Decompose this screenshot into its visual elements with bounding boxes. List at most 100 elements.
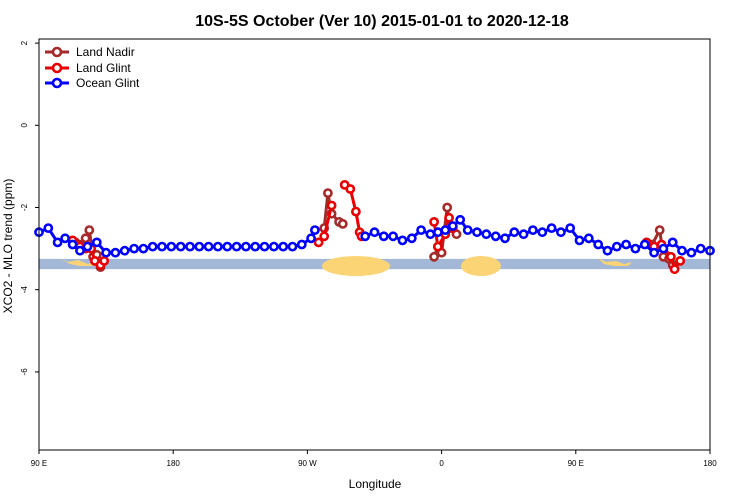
land-shapes bbox=[60, 256, 632, 276]
y-tick-label: -6 bbox=[20, 368, 29, 376]
data-point-ocean-glint bbox=[593, 239, 604, 250]
land-africa bbox=[461, 256, 501, 276]
data-point-ocean-glint bbox=[212, 241, 223, 252]
data-point-ocean-glint bbox=[602, 245, 613, 256]
x-tick-label: 180 bbox=[167, 459, 181, 468]
legend-marker-land-glint bbox=[51, 62, 63, 74]
data-point-ocean-glint bbox=[240, 241, 251, 252]
data-point-ocean-glint bbox=[222, 241, 233, 252]
data-point-ocean-glint bbox=[369, 227, 380, 238]
legend: Land Nadir Land Glint Ocean Glint bbox=[45, 45, 140, 90]
data-point-ocean-glint bbox=[639, 239, 650, 250]
legend-marker-land-nadir bbox=[51, 46, 63, 58]
data-point-land-glint bbox=[444, 212, 454, 223]
data-point-ocean-glint bbox=[583, 233, 594, 244]
data-point-ocean-glint bbox=[194, 241, 205, 252]
data-point-ocean-glint bbox=[75, 245, 85, 256]
data-point-land-glint bbox=[666, 251, 676, 262]
data-point-ocean-glint bbox=[658, 243, 669, 254]
y-tick-label: -4 bbox=[20, 286, 29, 294]
data-point-ocean-glint bbox=[472, 227, 482, 238]
data-point-land-glint bbox=[432, 241, 443, 252]
data-point-ocean-glint bbox=[185, 241, 195, 252]
y-tick-label: -2 bbox=[20, 203, 29, 211]
data-point-ocean-glint bbox=[621, 239, 631, 250]
data-point-ocean-glint bbox=[101, 247, 111, 258]
data-point-ocean-glint bbox=[695, 243, 706, 254]
land-sea-band bbox=[39, 256, 710, 276]
legend-entry-land-nadir: Land Nadir bbox=[45, 45, 135, 59]
data-point-ocean-glint bbox=[91, 237, 102, 248]
data-point-land-nadir bbox=[322, 188, 333, 198]
data-point-land-nadir bbox=[337, 218, 348, 229]
data-point-ocean-glint bbox=[546, 223, 557, 233]
data-point-land-glint bbox=[675, 255, 686, 266]
land-indonesia-west bbox=[60, 258, 96, 266]
data-point-ocean-glint bbox=[138, 243, 149, 254]
data-point-ocean-glint bbox=[278, 241, 289, 252]
data-point-ocean-glint bbox=[528, 225, 538, 235]
y-axis: 2 0 -2 -4 -6 bbox=[20, 40, 39, 375]
data-point-ocean-glint bbox=[481, 229, 492, 240]
data-point-ocean-glint bbox=[416, 225, 426, 235]
data-point-ocean-glint bbox=[565, 223, 576, 233]
data-point-land-nadir bbox=[84, 225, 95, 235]
y-tick-label: 0 bbox=[20, 123, 29, 128]
series-layer bbox=[34, 179, 715, 275]
data-point-ocean-glint bbox=[686, 247, 697, 258]
data-point-ocean-glint bbox=[250, 241, 261, 252]
series-ocean-glint bbox=[34, 214, 715, 258]
data-point-ocean-glint bbox=[667, 237, 678, 248]
data-point-ocean-glint bbox=[509, 227, 520, 238]
y-axis-label: XCO2 - MLO trend (ppm) bbox=[1, 179, 15, 314]
data-point-ocean-glint bbox=[518, 229, 529, 240]
data-point-ocean-glint bbox=[556, 227, 566, 238]
data-point-ocean-glint bbox=[500, 233, 510, 244]
x-tick-label: 0 bbox=[439, 459, 444, 468]
data-point-ocean-glint bbox=[537, 227, 548, 238]
data-point-ocean-glint bbox=[649, 247, 659, 258]
data-point-ocean-glint bbox=[67, 239, 78, 250]
data-point-land-glint bbox=[350, 206, 361, 217]
data-point-land-glint bbox=[326, 200, 337, 211]
data-point-ocean-glint bbox=[425, 229, 436, 240]
data-point-ocean-glint bbox=[306, 233, 316, 244]
data-point-ocean-glint bbox=[231, 241, 242, 252]
data-point-ocean-glint bbox=[60, 233, 70, 244]
legend-label-land-glint: Land Glint bbox=[76, 61, 131, 75]
data-point-land-nadir bbox=[442, 202, 453, 213]
y-tick-label: 2 bbox=[20, 40, 29, 45]
data-point-ocean-glint bbox=[574, 235, 585, 246]
data-point-ocean-glint bbox=[268, 241, 279, 252]
data-point-ocean-glint bbox=[309, 225, 320, 235]
x-axis: 90 E 180 90 W 0 90 E 180 bbox=[31, 450, 717, 468]
data-point-land-nadir bbox=[429, 251, 439, 262]
data-point-land-glint bbox=[99, 255, 110, 266]
data-point-ocean-glint bbox=[203, 241, 214, 252]
data-point-ocean-glint bbox=[175, 241, 186, 252]
data-point-ocean-glint bbox=[166, 241, 177, 252]
data-point-ocean-glint bbox=[490, 231, 501, 242]
data-point-land-glint bbox=[429, 216, 439, 227]
legend-label-land-nadir: Land Nadir bbox=[76, 45, 135, 59]
data-point-ocean-glint bbox=[630, 243, 641, 254]
data-point-ocean-glint bbox=[147, 241, 158, 252]
plot-frame bbox=[38, 38, 711, 451]
data-point-land-glint bbox=[319, 231, 330, 242]
data-point-ocean-glint bbox=[611, 241, 622, 252]
data-point-ocean-glint bbox=[52, 237, 63, 248]
land-indonesia-east bbox=[598, 258, 632, 266]
x-tick-label: 180 bbox=[703, 459, 717, 468]
land-south-america bbox=[322, 256, 390, 276]
data-point-ocean-glint bbox=[259, 241, 270, 252]
data-point-ocean-glint bbox=[388, 231, 398, 242]
data-point-ocean-glint bbox=[677, 245, 687, 256]
data-point-ocean-glint bbox=[378, 231, 389, 242]
legend-marker-ocean-glint bbox=[51, 77, 63, 89]
legend-label-ocean-glint: Ocean Glint bbox=[76, 76, 140, 90]
x-axis-label: Longitude bbox=[349, 477, 402, 491]
data-point-ocean-glint bbox=[119, 245, 130, 256]
x-tick-label: 90 E bbox=[568, 459, 584, 468]
data-point-ocean-glint bbox=[455, 214, 466, 225]
